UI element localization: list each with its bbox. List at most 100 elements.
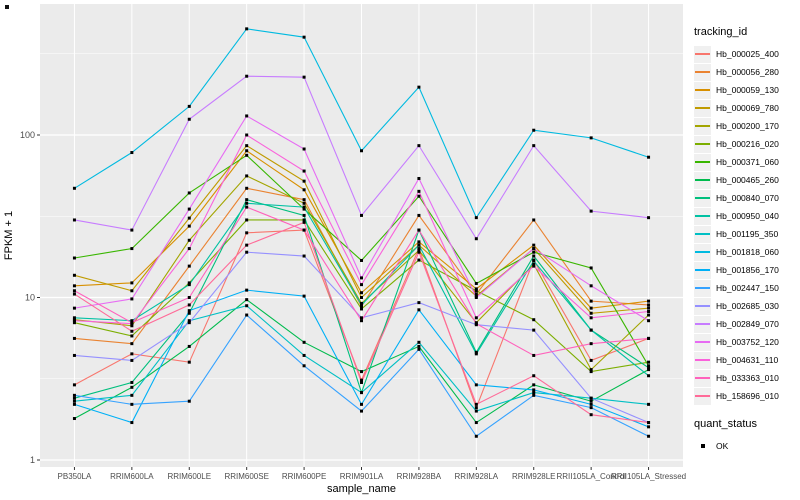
data-point bbox=[245, 149, 249, 153]
data-point bbox=[72, 393, 76, 397]
data-point bbox=[72, 399, 76, 403]
data-point bbox=[417, 189, 421, 193]
data-point bbox=[474, 216, 478, 220]
legend-key-line-icon bbox=[695, 125, 710, 127]
data-point bbox=[72, 292, 76, 296]
legend-key bbox=[694, 297, 711, 315]
data-point bbox=[245, 201, 249, 205]
legend-title-quant-status: quant_status bbox=[694, 418, 757, 430]
x-axis-title: sample_name bbox=[327, 483, 396, 495]
legend-key bbox=[694, 243, 711, 261]
data-point bbox=[187, 283, 191, 287]
legend-entry-Hb_000465_260: Hb_000465_260 bbox=[694, 171, 800, 189]
data-point bbox=[532, 128, 536, 132]
data-point bbox=[130, 289, 134, 293]
x-tick-label: RRIM928LE bbox=[512, 472, 556, 481]
data-point bbox=[474, 406, 478, 410]
data-point bbox=[302, 205, 306, 209]
data-point bbox=[474, 383, 478, 387]
data-point bbox=[417, 213, 421, 217]
x-tick-label: RRIM600LE bbox=[167, 472, 211, 481]
data-point bbox=[245, 153, 249, 157]
data-point bbox=[360, 391, 363, 395]
y-tick-label: 10 bbox=[25, 293, 35, 303]
data-point bbox=[532, 328, 536, 332]
data-point bbox=[532, 391, 536, 395]
data-point bbox=[72, 218, 76, 222]
legend-entry-Hb_000200_170: Hb_000200_170 bbox=[694, 117, 800, 135]
data-points bbox=[72, 27, 651, 438]
data-point bbox=[72, 289, 76, 293]
data-point bbox=[474, 402, 478, 406]
data-point bbox=[187, 191, 191, 195]
data-point bbox=[589, 266, 593, 270]
data-point bbox=[72, 284, 76, 288]
data-point bbox=[360, 291, 363, 295]
data-point bbox=[532, 218, 536, 222]
legend-key-line-icon bbox=[695, 197, 710, 199]
data-point bbox=[245, 218, 249, 222]
data-point bbox=[302, 188, 306, 192]
legend-key-line-icon bbox=[695, 215, 710, 217]
data-point bbox=[589, 299, 593, 303]
data-point bbox=[187, 247, 191, 251]
y-axis-title: FPKM + 1 bbox=[3, 211, 15, 260]
data-point bbox=[532, 262, 536, 266]
data-point bbox=[647, 425, 651, 429]
data-point bbox=[245, 198, 249, 202]
legend-key bbox=[694, 45, 711, 63]
data-point bbox=[360, 307, 363, 311]
legend-entry-Hb_000069_780: Hb_000069_780 bbox=[694, 99, 800, 117]
data-point bbox=[360, 258, 363, 262]
data-point bbox=[245, 133, 249, 137]
data-point bbox=[245, 74, 249, 78]
data-point bbox=[417, 258, 421, 262]
data-point bbox=[647, 306, 651, 310]
data-point bbox=[417, 347, 421, 351]
data-point bbox=[647, 319, 651, 323]
legend-title-tracking-id: tracking_id bbox=[694, 26, 748, 38]
quant-status-legend: quant_status OK bbox=[694, 418, 800, 455]
gridlines bbox=[40, 4, 683, 467]
legend-entry-Hb_001818_060: Hb_001818_060 bbox=[694, 243, 800, 261]
data-point bbox=[417, 248, 421, 252]
data-point bbox=[130, 247, 134, 251]
legend-entry-Hb_000950_040: Hb_000950_040 bbox=[694, 207, 800, 225]
legend-entry-Hb_000056_280: Hb_000056_280 bbox=[694, 63, 800, 81]
data-point bbox=[532, 264, 536, 268]
data-point bbox=[360, 319, 363, 323]
data-point bbox=[532, 393, 536, 397]
x-tick-label: RRIM928LA bbox=[455, 472, 499, 481]
data-point bbox=[245, 114, 249, 118]
data-point bbox=[647, 366, 651, 370]
data-point bbox=[417, 194, 421, 198]
data-point bbox=[130, 385, 134, 389]
data-point bbox=[72, 321, 76, 325]
legend-entry-label: Hb_001818_060 bbox=[716, 247, 779, 257]
black-square-point-icon bbox=[700, 444, 705, 448]
data-point bbox=[245, 144, 249, 148]
data-point bbox=[647, 434, 651, 438]
data-point bbox=[302, 220, 306, 224]
data-point bbox=[130, 358, 134, 362]
legend-key bbox=[694, 99, 711, 117]
data-point bbox=[417, 340, 421, 344]
data-point bbox=[474, 421, 478, 425]
data-point bbox=[187, 104, 191, 108]
data-point bbox=[360, 303, 363, 307]
data-point bbox=[130, 380, 134, 384]
data-point bbox=[417, 344, 421, 348]
data-point bbox=[417, 176, 421, 180]
legend-key-line-icon bbox=[695, 107, 710, 109]
data-point bbox=[187, 309, 191, 313]
legend-entry-Hb_158696_010: Hb_158696_010 bbox=[694, 387, 800, 405]
data-point bbox=[532, 259, 536, 263]
data-point bbox=[360, 409, 363, 413]
data-point bbox=[647, 336, 651, 340]
data-point bbox=[532, 144, 536, 148]
data-point bbox=[589, 342, 593, 346]
data-point bbox=[589, 311, 593, 315]
legend-key bbox=[694, 207, 711, 225]
